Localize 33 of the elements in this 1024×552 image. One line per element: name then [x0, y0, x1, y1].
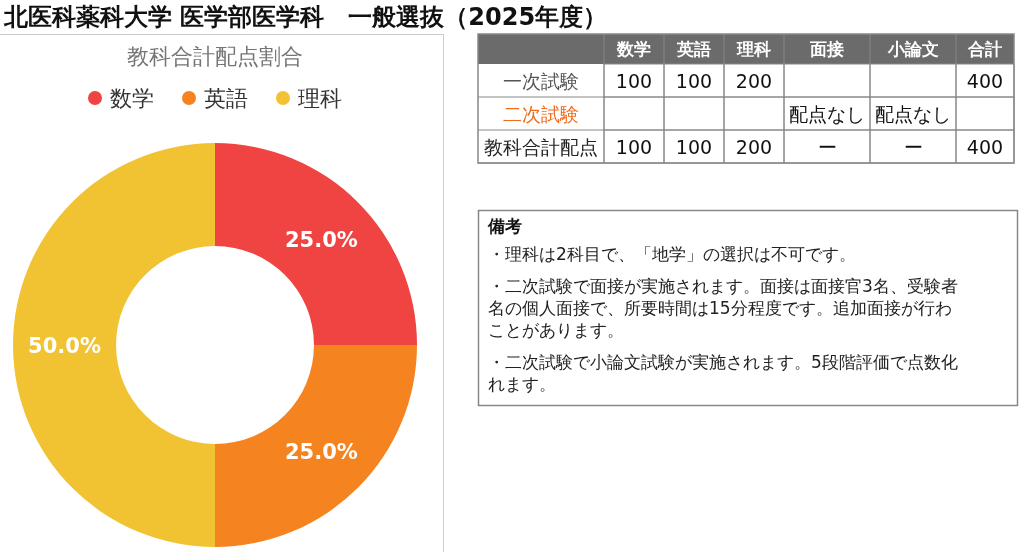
data-label: 25.0%: [284, 227, 358, 252]
x-tick-label: 面接: [809, 39, 844, 59]
text: ー: [903, 135, 923, 158]
y-tick-label: 教科合計配点: [484, 135, 598, 158]
text: 100: [675, 69, 713, 92]
text: 備考: [487, 216, 522, 236]
x-tick-label: 数学: [616, 39, 651, 59]
text: 100: [615, 69, 653, 92]
y-tick-label: 二次試験: [503, 102, 579, 125]
legend-label: 数学: [110, 86, 154, 111]
text: 200: [735, 69, 773, 92]
text: ・二次試験で小論文試験が実施されます。5段階評価で点数化れます。: [488, 352, 958, 394]
legend-label: 英語: [204, 86, 248, 111]
text: 100: [675, 135, 713, 158]
data-label: 25.0%: [284, 440, 358, 465]
text: 配点なし: [789, 102, 865, 125]
text: ー: [817, 135, 837, 158]
text: 400: [966, 135, 1004, 158]
text: ・理科は2科目で、「地学」の選択は不可です。: [488, 244, 856, 264]
x-tick-label: 英語: [676, 39, 711, 59]
text: 北医科薬科大学 医学部医学科 一般選抜（2025年度）: [3, 3, 608, 31]
text: 200: [735, 135, 773, 158]
text: 400: [966, 69, 1004, 92]
text: 100: [615, 135, 653, 158]
x-tick-label: 小論文: [886, 39, 939, 59]
chart-title: 教科合計配点割合: [127, 44, 303, 69]
x-tick-label: 合計: [967, 39, 1002, 59]
text: 配点なし: [875, 102, 951, 125]
text: ・二次試験で面接が実施されます。面接は面接官3名、受験者名の個人面接で、所要時間は15分程度です。追加面接が行わことがあります。: [488, 276, 958, 340]
y-tick-label: 一次試験: [503, 69, 579, 92]
legend-label: 理科: [298, 86, 342, 111]
x-tick-label: 理科: [736, 39, 771, 59]
data-label: 50.0%: [28, 334, 101, 358]
